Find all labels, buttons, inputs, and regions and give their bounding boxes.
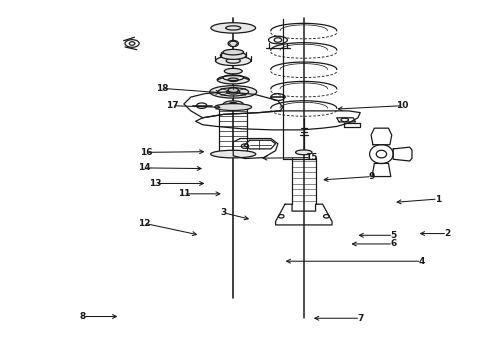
Ellipse shape xyxy=(217,76,249,84)
Ellipse shape xyxy=(223,49,244,55)
Ellipse shape xyxy=(215,104,251,111)
Ellipse shape xyxy=(211,150,256,158)
Text: 10: 10 xyxy=(396,101,409,110)
Ellipse shape xyxy=(228,88,239,93)
Text: 1: 1 xyxy=(435,194,441,203)
Text: 8: 8 xyxy=(79,312,86,321)
Text: 13: 13 xyxy=(149,179,162,188)
Text: 9: 9 xyxy=(369,172,375,181)
Text: 14: 14 xyxy=(138,163,150,172)
Text: 11: 11 xyxy=(177,189,190,198)
Text: 2: 2 xyxy=(444,229,450,238)
Text: 12: 12 xyxy=(138,219,150,228)
Ellipse shape xyxy=(223,101,243,107)
Ellipse shape xyxy=(295,150,312,155)
Text: 18: 18 xyxy=(156,84,169,93)
Text: 5: 5 xyxy=(390,231,396,240)
Ellipse shape xyxy=(228,40,239,46)
Ellipse shape xyxy=(224,68,242,74)
Ellipse shape xyxy=(227,90,240,94)
Text: 16: 16 xyxy=(140,148,152,157)
Ellipse shape xyxy=(220,52,246,59)
Ellipse shape xyxy=(211,23,256,33)
Ellipse shape xyxy=(216,56,251,66)
Ellipse shape xyxy=(210,86,257,98)
Text: 6: 6 xyxy=(390,239,396,248)
Text: 7: 7 xyxy=(357,314,364,323)
Text: 4: 4 xyxy=(418,257,425,266)
Text: 15: 15 xyxy=(305,153,317,162)
Text: 3: 3 xyxy=(220,208,227,217)
Text: 17: 17 xyxy=(166,101,178,110)
